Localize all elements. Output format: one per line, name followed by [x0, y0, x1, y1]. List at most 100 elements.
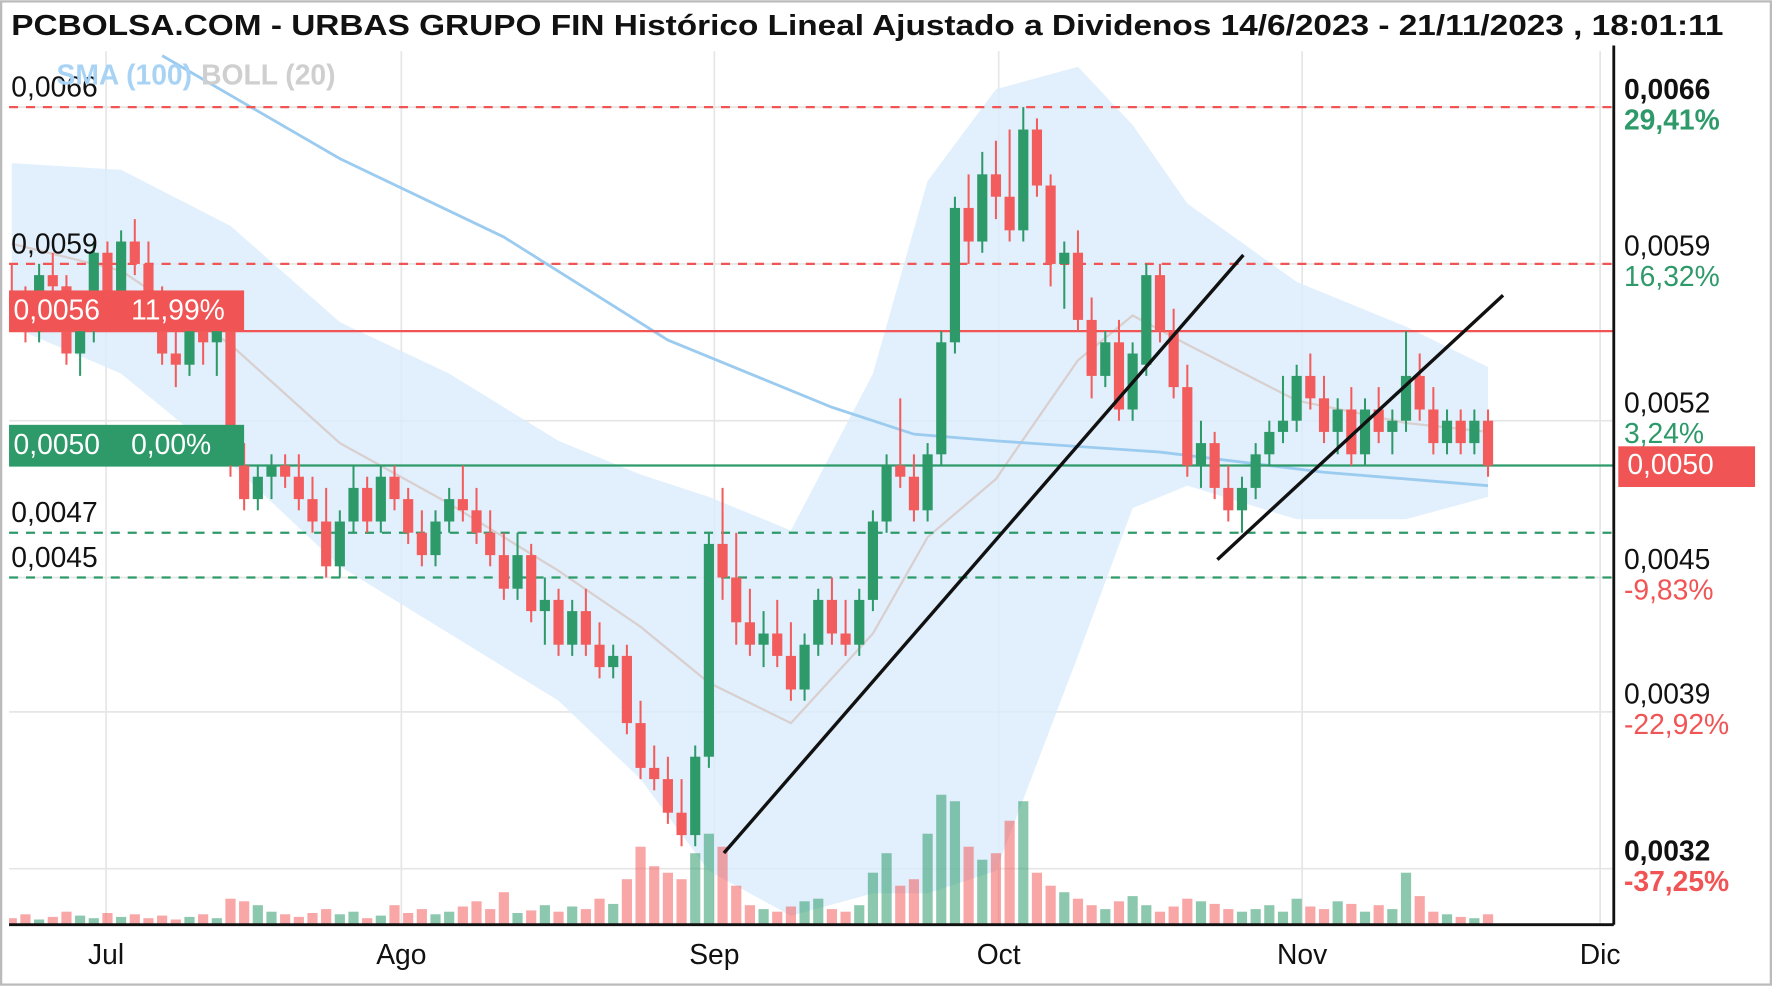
volume-bar: [1195, 901, 1207, 925]
volume-bar: [1045, 885, 1056, 925]
candle-body: [731, 577, 742, 623]
level-box-pct: 11,99%: [131, 293, 225, 325]
volume-bar: [1332, 901, 1343, 925]
volume-bar: [867, 872, 879, 925]
volume-bar: [621, 879, 632, 925]
volume-bar: [293, 916, 304, 925]
candle-body: [990, 174, 1002, 197]
volume-bar: [157, 915, 168, 925]
candle-body: [444, 499, 455, 522]
candle-body: [785, 655, 796, 690]
candle-body: [649, 767, 660, 780]
volume-bar: [266, 911, 277, 925]
candle-body: [1250, 454, 1261, 488]
volume-bar: [47, 916, 58, 925]
volume-bar: [485, 909, 496, 925]
candle-body: [580, 611, 591, 645]
volume-bar: [280, 914, 291, 925]
volume-bar: [1168, 906, 1179, 925]
y-tick-label: 0,0032: [1624, 834, 1710, 866]
volume-bar: [1236, 911, 1248, 925]
candle-body: [553, 599, 564, 645]
candle-body: [129, 241, 140, 264]
volume-bar: [922, 833, 933, 925]
candle-body: [799, 644, 810, 690]
candle-body: [252, 476, 263, 500]
level-box: [9, 424, 245, 466]
candle-body: [963, 207, 974, 242]
candle-body: [1264, 431, 1275, 455]
candle-body: [1318, 398, 1330, 432]
candle-body: [471, 510, 482, 533]
candle-body: [116, 241, 127, 298]
level-label: 0,0047: [11, 496, 97, 528]
candle-body: [1236, 487, 1248, 511]
candle-body: [526, 555, 537, 612]
candle-body: [239, 465, 250, 500]
candle-body: [457, 499, 468, 511]
candle-body: [1332, 409, 1343, 432]
candle-body: [539, 599, 550, 612]
candle-body: [403, 499, 414, 533]
candle-body: [1305, 375, 1316, 399]
y-tick-label: 0,0066: [1624, 73, 1710, 105]
bollinger-band: [11, 66, 1489, 916]
candle-body: [307, 499, 318, 522]
volume-bar: [430, 914, 441, 925]
candle-body: [512, 555, 523, 589]
candle-body: [1059, 252, 1070, 264]
candle-body: [47, 275, 58, 287]
candle-body: [936, 342, 947, 455]
volume-bar: [88, 918, 99, 925]
candle-body: [1045, 185, 1056, 264]
volume-bar: [1305, 906, 1316, 925]
volume-bar: [690, 853, 701, 925]
volume-bar: [1469, 918, 1480, 925]
candle-body: [567, 611, 578, 645]
candle-body: [1004, 196, 1015, 231]
volume-bar: [758, 909, 769, 925]
candle-body: [1469, 420, 1480, 444]
candle-body: [662, 779, 673, 813]
volume-bar: [1141, 905, 1152, 925]
candle-body: [1141, 275, 1152, 365]
candle-body: [1373, 409, 1384, 432]
candle-body: [1414, 375, 1425, 410]
volume-bar: [539, 905, 550, 925]
volume-bar: [813, 898, 824, 925]
volume-bar: [594, 898, 605, 925]
volume-bar: [252, 905, 263, 925]
candle-body: [635, 723, 646, 768]
y-tick-pct: -22,92%: [1624, 708, 1729, 740]
y-tick-pct: 16,32%: [1624, 260, 1720, 292]
volume-bar: [416, 909, 427, 925]
level-box-label: 0,0056: [14, 293, 100, 325]
volume-bar: [744, 905, 755, 925]
candle-body: [1086, 319, 1097, 376]
volume-bar: [1277, 911, 1289, 925]
volume-bar: [34, 919, 45, 925]
candle-body: [1100, 342, 1111, 376]
y-tick-pct: 29,41%: [1624, 103, 1720, 135]
volume-bar: [649, 866, 660, 925]
y-tick-label: 0,0045: [1624, 543, 1710, 575]
volume-bar: [1086, 905, 1097, 925]
candle-body: [608, 655, 619, 668]
volume-bar: [75, 915, 86, 925]
volume-bar: [348, 911, 359, 925]
volume-bar: [963, 846, 974, 925]
y-tick-pct: 3,24%: [1624, 417, 1704, 449]
volume-bar: [553, 911, 564, 925]
candle-body: [717, 543, 728, 578]
candle-body: [840, 633, 851, 645]
volume-bar: [389, 905, 400, 925]
volume-bar: [717, 846, 728, 925]
candle-body: [1154, 275, 1166, 332]
candle-body: [744, 622, 755, 645]
candle-body: [867, 521, 879, 600]
volume-bar: [908, 879, 920, 925]
candle-body: [1018, 129, 1029, 231]
volume-bar: [116, 916, 127, 925]
candle-body: [1400, 375, 1412, 421]
